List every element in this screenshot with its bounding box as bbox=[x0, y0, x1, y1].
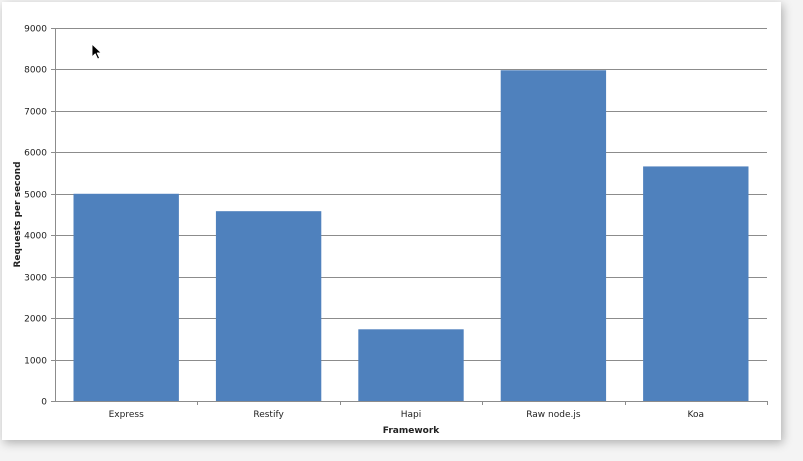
x-tick-label: Raw node.js bbox=[526, 410, 581, 420]
y-axis-title: Requests per second bbox=[13, 161, 23, 267]
bar bbox=[73, 193, 179, 401]
y-tick-label: 4000 bbox=[24, 232, 47, 242]
bars bbox=[73, 70, 749, 402]
bar bbox=[215, 211, 322, 401]
x-tick-labels: Express Restify Hapi Raw node.js Koa bbox=[109, 410, 704, 420]
x-tick-label: Koa bbox=[688, 410, 704, 420]
axes bbox=[55, 28, 767, 402]
y-tick-label: 1000 bbox=[24, 357, 47, 367]
mouse-cursor-icon bbox=[91, 43, 102, 60]
x-tick-label: Restify bbox=[253, 410, 284, 420]
y-tick-label: 5000 bbox=[24, 191, 47, 201]
y-tick-label: 6000 bbox=[24, 149, 47, 159]
bar bbox=[358, 329, 464, 401]
x-tick-label: Express bbox=[109, 410, 144, 420]
y-tick-label: 2000 bbox=[24, 315, 47, 325]
y-tick-label: 7000 bbox=[24, 108, 47, 118]
x-tick-label: Hapi bbox=[401, 410, 422, 420]
x-axis-title: Framework bbox=[383, 426, 441, 436]
y-tick-label: 3000 bbox=[24, 274, 47, 284]
y-tick-label: 9000 bbox=[24, 25, 47, 35]
bar bbox=[500, 70, 607, 402]
y-tick-label: 0 bbox=[41, 398, 47, 408]
y-tick-label: 8000 bbox=[24, 66, 47, 76]
bar bbox=[643, 166, 749, 401]
y-tick-labels: 0 1000 2000 3000 4000 5000 6000 7000 8000 9000 bbox=[24, 25, 47, 408]
